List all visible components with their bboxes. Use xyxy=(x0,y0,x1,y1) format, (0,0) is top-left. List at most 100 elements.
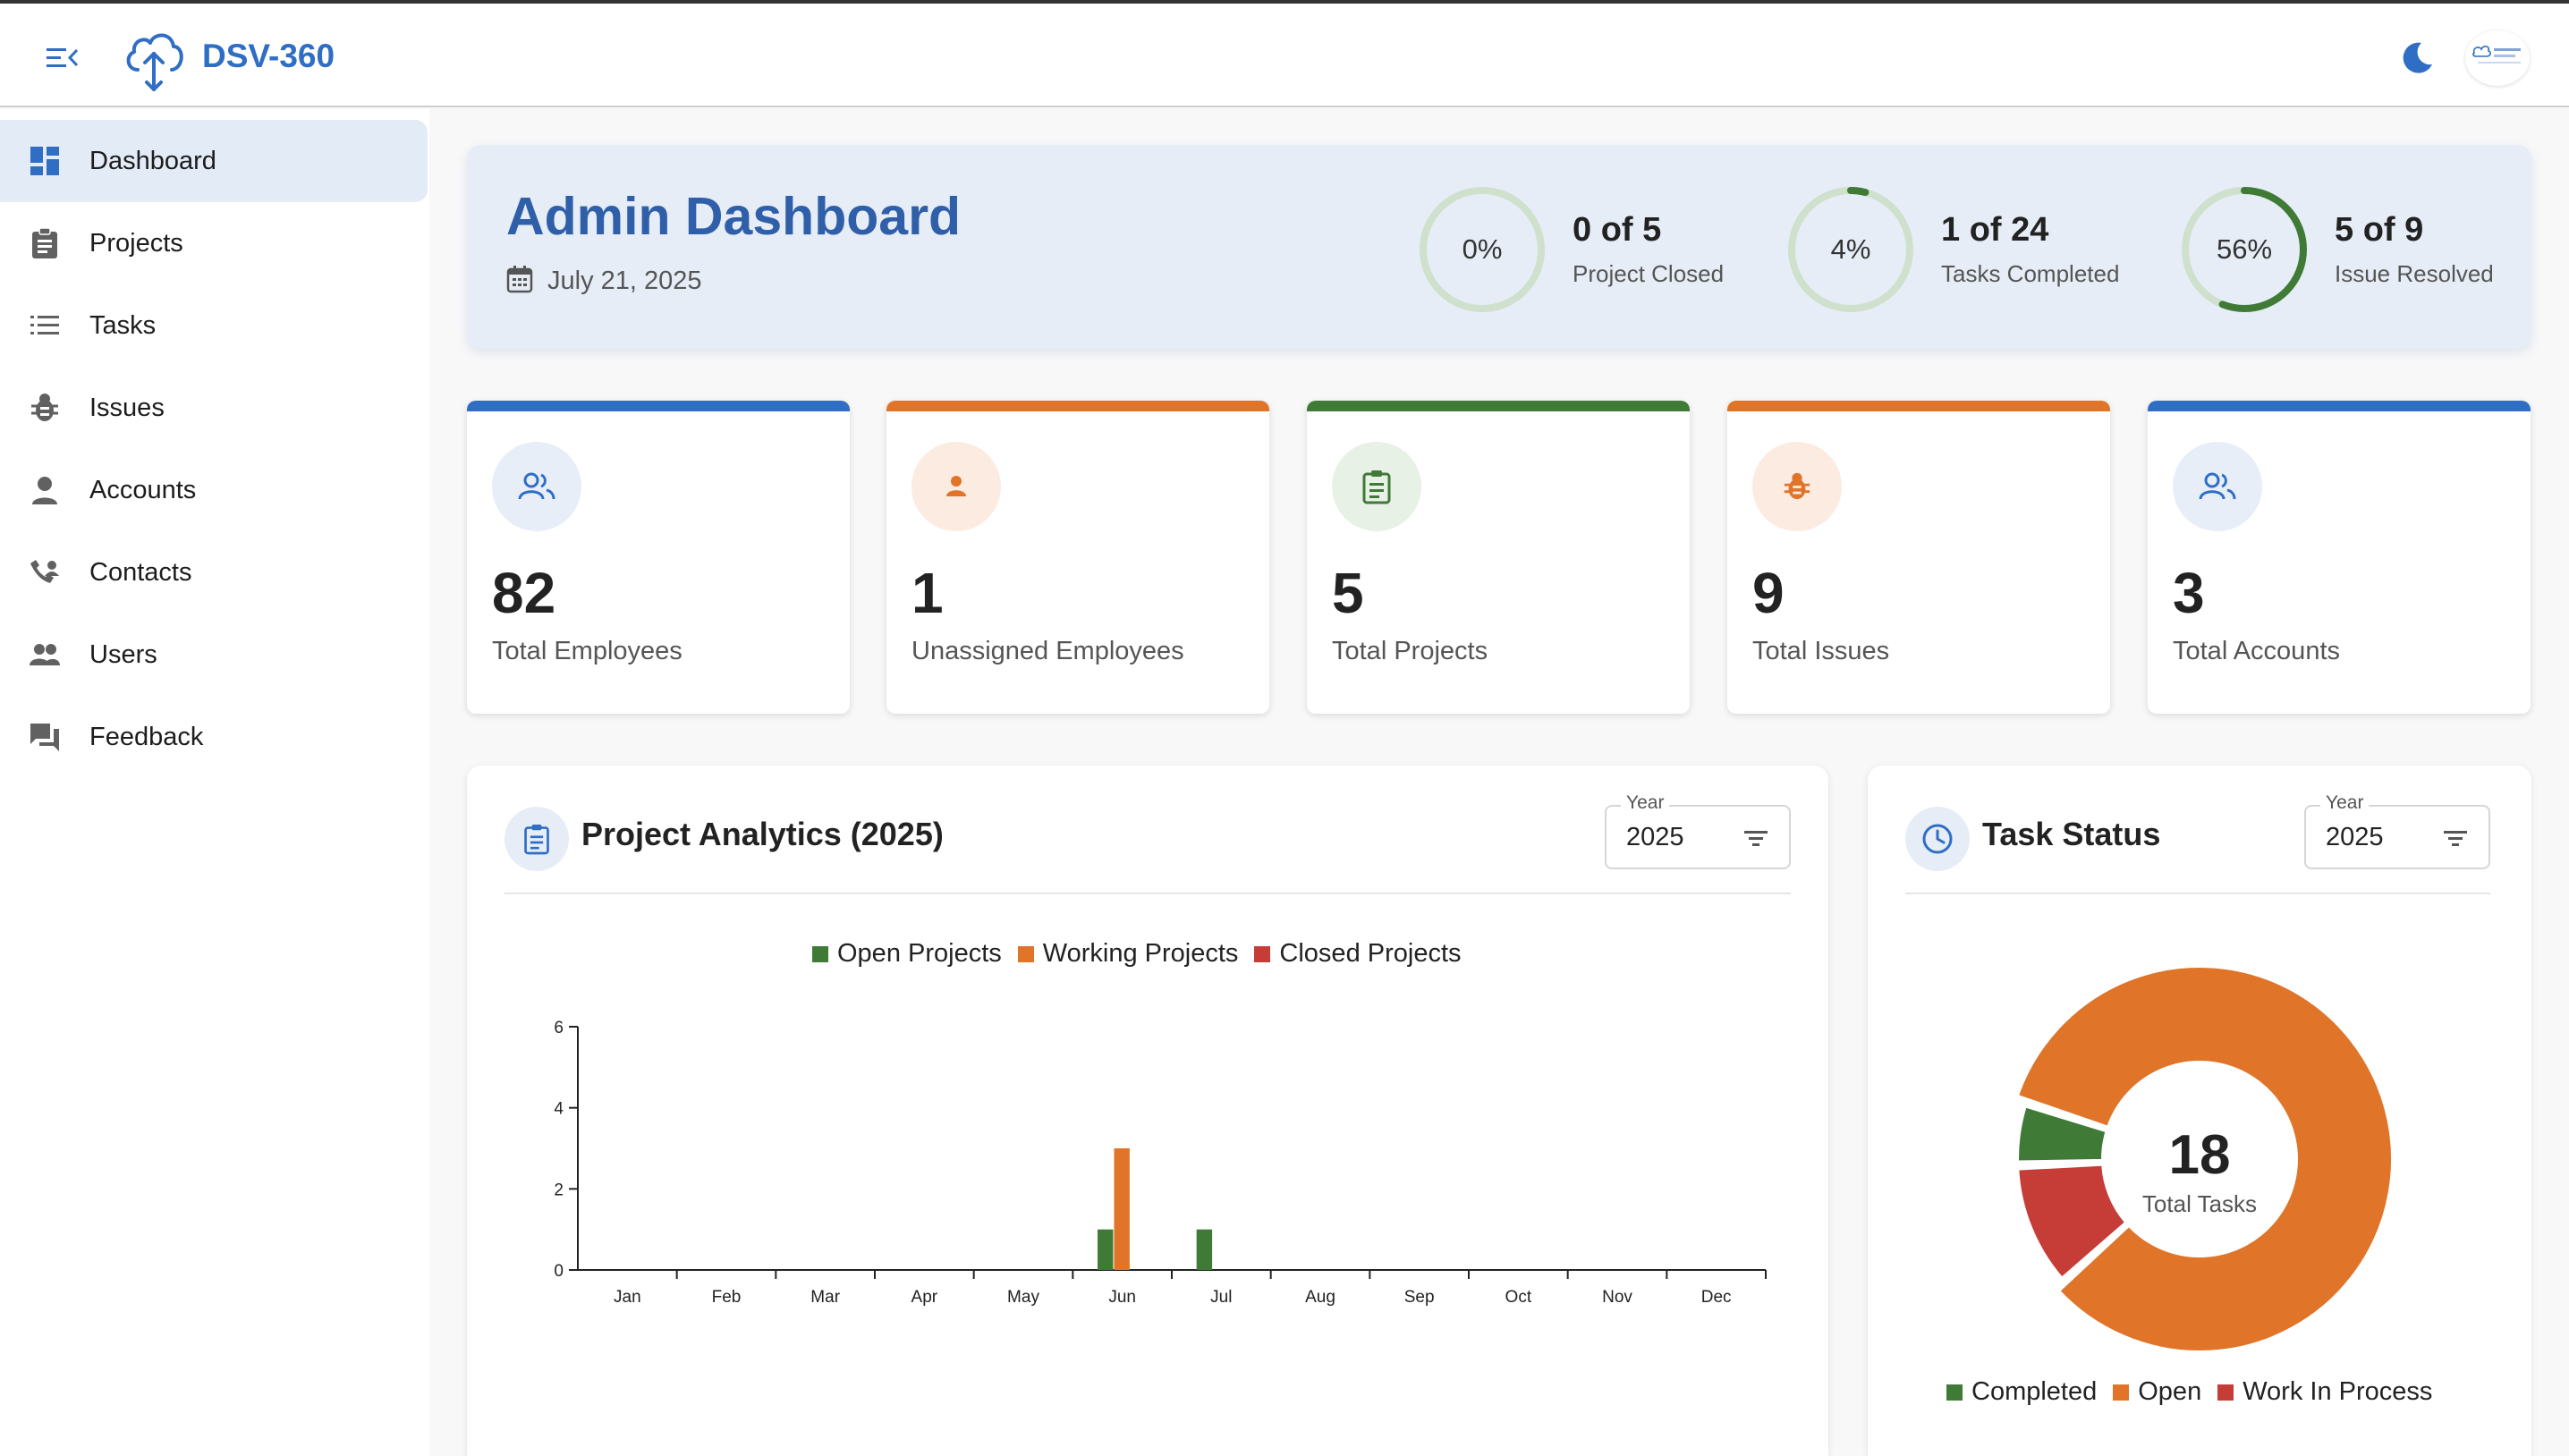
stat-value: 5 xyxy=(1332,561,1364,625)
legend-label: Open Projects xyxy=(837,939,1002,968)
progress-issue-resolved: 56% 5 of 9 Issue Resolved xyxy=(2179,182,2494,317)
sidebar-item-tasks[interactable]: Tasks xyxy=(0,284,428,367)
clock-icon xyxy=(1905,807,1970,871)
donut-slice[interactable] xyxy=(2015,1103,2110,1164)
people-icon xyxy=(27,637,63,673)
current-date: July 21, 2025 xyxy=(547,267,702,295)
y-tick-label: 2 xyxy=(554,1181,564,1199)
legend-swatch xyxy=(2113,1384,2130,1401)
progress-caption: Tasks Completed xyxy=(1941,260,2120,287)
year-select[interactable]: Year 2025 xyxy=(2304,792,2490,869)
x-tick-label: Feb xyxy=(712,1288,742,1307)
progress-value: 0 of 5 xyxy=(1573,211,1662,249)
sidebar-item-label: Contacts xyxy=(89,557,192,587)
legend-item[interactable]: Working Projects xyxy=(1017,939,1239,969)
sidebar-item-issues[interactable]: Issues xyxy=(0,367,428,449)
page-title: Admin Dashboard xyxy=(506,187,962,246)
donut-slice[interactable] xyxy=(2014,964,2395,1354)
bug-icon xyxy=(27,390,63,426)
stat-accent-bar xyxy=(1307,401,1690,411)
legend-label: Working Projects xyxy=(1042,939,1239,968)
year-select-value: 2025 xyxy=(1626,823,1684,851)
stat-value: 1 xyxy=(911,561,944,625)
legend-item[interactable]: Work In Process xyxy=(2217,1377,2432,1407)
stat-accent-bar xyxy=(2148,401,2531,411)
legend-item[interactable]: Open xyxy=(2113,1377,2201,1407)
company-logo[interactable] xyxy=(2465,30,2530,86)
sidebar-item-projects[interactable]: Projects xyxy=(0,202,428,284)
progress-value: 5 of 9 xyxy=(2335,211,2424,249)
sidebar-item-feedback[interactable]: Feedback xyxy=(0,696,428,778)
cloud-upload-icon xyxy=(122,25,186,93)
legend-swatch xyxy=(812,945,828,962)
legend-swatch xyxy=(1946,1384,1963,1401)
progress-tasks-completed: 4% 1 of 24 Tasks Completed xyxy=(1785,182,2119,317)
progress-ring: 0% xyxy=(1417,184,1547,315)
clipboard-icon xyxy=(27,225,63,261)
stat-value: 3 xyxy=(2173,561,2205,625)
bar[interactable] xyxy=(1114,1148,1130,1270)
x-tick-label: Apr xyxy=(911,1288,938,1307)
legend-swatch xyxy=(1017,945,1034,962)
legend-item[interactable]: Closed Projects xyxy=(1254,939,1462,969)
x-tick-label: Oct xyxy=(1505,1288,1532,1307)
stat-accent-bar xyxy=(886,401,1269,411)
legend-item[interactable]: Open Projects xyxy=(812,939,1002,969)
sidebar-item-contacts[interactable]: Contacts xyxy=(0,531,428,614)
stat-card-total-issues[interactable]: 9 Total Issues xyxy=(1727,401,2110,714)
y-tick-label: 0 xyxy=(554,1262,564,1281)
filter-icon xyxy=(1742,826,1769,850)
people-icon xyxy=(492,442,581,531)
year-select[interactable]: Year 2025 xyxy=(1605,792,1791,869)
legend-swatch xyxy=(1254,945,1271,962)
stat-value: 82 xyxy=(492,561,556,625)
stat-value: 9 xyxy=(1752,561,1785,625)
people-icon xyxy=(2173,442,2262,531)
dashboard-header: Admin Dashboard July 21, 2025 0% 0 of 5 … xyxy=(467,145,2531,349)
progress-ring: 4% xyxy=(1785,184,1916,315)
bar[interactable] xyxy=(1196,1229,1213,1270)
donut-legend: Completed Open Work In Process xyxy=(1946,1377,2448,1407)
person-icon xyxy=(911,442,1001,531)
stat-card-total-employees[interactable]: 82 Total Employees xyxy=(467,401,850,714)
stat-accent-bar xyxy=(1727,401,2110,411)
chat-icon xyxy=(27,719,63,755)
stat-label: Total Issues xyxy=(1752,637,1890,665)
dashboard-icon xyxy=(27,143,63,179)
panel-divider xyxy=(504,893,1791,894)
stat-accent-bar xyxy=(467,401,850,411)
panel-title: Task Status xyxy=(1982,816,2161,852)
x-tick-label: Dec xyxy=(1701,1288,1732,1307)
y-tick-label: 4 xyxy=(554,1100,564,1119)
filter-icon xyxy=(2442,826,2469,850)
progress-percent: 0% xyxy=(1462,233,1503,265)
panel-title: Project Analytics (2025) xyxy=(581,816,944,852)
sidebar-item-label: Projects xyxy=(89,228,183,258)
sidebar-item-users[interactable]: Users xyxy=(0,614,428,696)
stat-card-total-projects[interactable]: 5 Total Projects xyxy=(1307,401,1690,714)
x-tick-label: Jan xyxy=(614,1288,641,1307)
x-tick-label: Aug xyxy=(1305,1288,1335,1307)
year-select-value: 2025 xyxy=(2326,823,2384,851)
app-title: DSV-360 xyxy=(202,38,335,74)
x-tick-label: Mar xyxy=(810,1288,840,1307)
sidebar-item-dashboard[interactable]: Dashboard xyxy=(0,120,428,202)
project-bar-chart: 0 2 4 6 Jan Feb Mar Apr May Jun Jul Aug Sep Oct Nov Dec xyxy=(554,1019,1767,1307)
list-icon xyxy=(27,308,63,343)
donut-slice[interactable] xyxy=(2015,1162,2130,1282)
legend-item[interactable]: Completed xyxy=(1946,1377,2097,1407)
stat-card-total-accounts[interactable]: 3 Total Accounts xyxy=(2148,401,2531,714)
x-tick-label: Sep xyxy=(1404,1288,1435,1307)
sidebar-item-accounts[interactable]: Accounts xyxy=(0,449,428,531)
year-select-label: Year xyxy=(1621,792,1670,814)
top-bar: DSV-360 xyxy=(0,0,2569,107)
x-tick-label: May xyxy=(1007,1288,1039,1307)
stat-card-unassigned-employees[interactable]: 1 Unassigned Employees xyxy=(886,401,1269,714)
bug-icon xyxy=(1752,442,1842,531)
bar[interactable] xyxy=(1098,1229,1114,1270)
stat-label: Total Accounts xyxy=(2173,637,2340,665)
y-tick-label: 6 xyxy=(554,1019,564,1037)
progress-arc xyxy=(1788,187,1913,312)
moon-icon[interactable] xyxy=(2400,39,2436,75)
menu-collapse-icon[interactable] xyxy=(45,43,81,73)
